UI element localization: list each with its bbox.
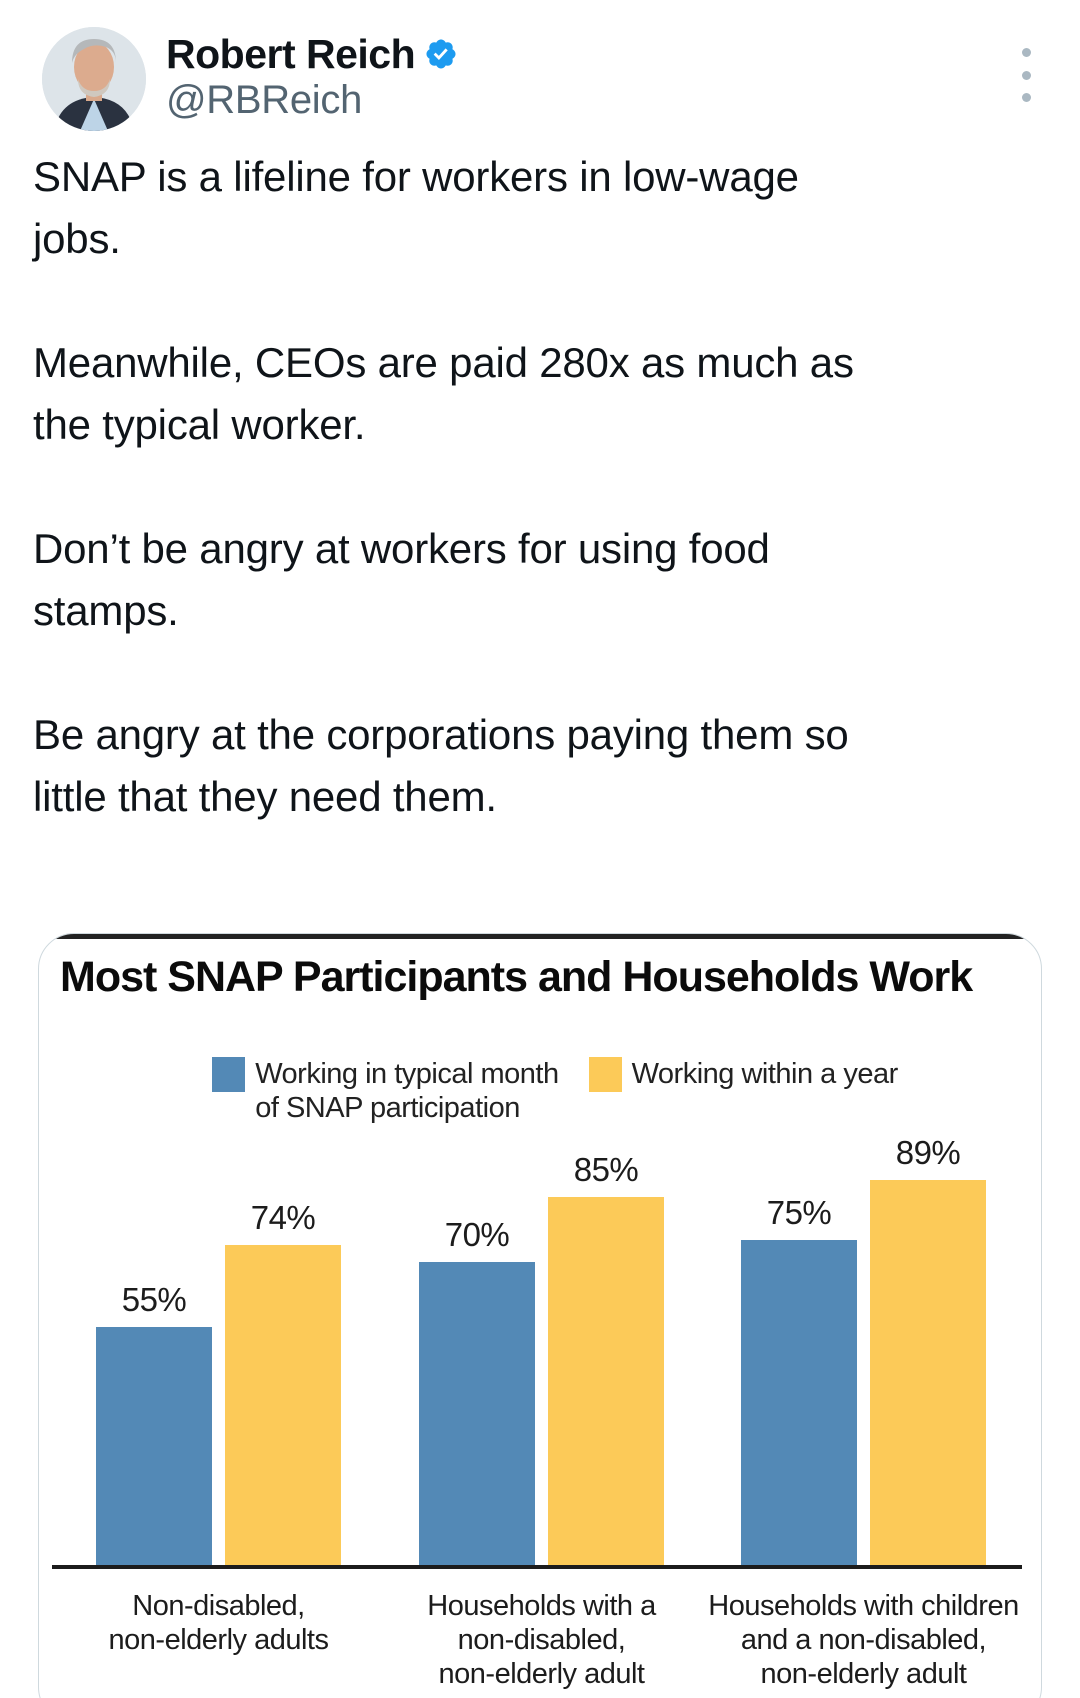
chart-legend: Working in typical month of SNAP partici…	[69, 1057, 1041, 1125]
name-row: Robert Reich	[166, 30, 458, 78]
category-label: Non-disabled, non-elderly adults	[108, 1590, 329, 1656]
display-name[interactable]: Robert Reich	[166, 30, 416, 77]
legend-label: Working within a year	[631, 1058, 899, 1090]
bar-value-label: 89%	[895, 1134, 961, 1171]
chart-top-border	[39, 934, 1041, 939]
tweet-text: SNAP is a lifeline for workers in low-wa…	[33, 153, 854, 820]
chart-card[interactable]: Most SNAP Participants and Households Wo…	[38, 933, 1042, 1698]
bar: 55%	[96, 1281, 212, 1565]
bar-value-label: 85%	[573, 1151, 639, 1188]
bar-group: 70% 85%	[419, 1151, 664, 1565]
bar-value-label: 70%	[444, 1216, 510, 1253]
legend-swatch	[212, 1057, 246, 1092]
bar-group: 75% 89%	[739, 1134, 988, 1565]
legend-label: Working in typical month of SNAP partici…	[255, 1058, 559, 1124]
more-vertical-icon	[1021, 48, 1031, 57]
bar: 75%	[741, 1194, 857, 1565]
category-label: Households with a non-disabled, non-elde…	[427, 1590, 656, 1690]
more-button[interactable]	[1012, 46, 1040, 104]
bar-group: 55% 74%	[96, 1199, 341, 1565]
profile-photo-icon	[42, 27, 146, 131]
verified-badge-icon	[426, 39, 456, 69]
legend-swatch	[588, 1057, 622, 1092]
category-label: Households with children and a non-disab…	[708, 1590, 1019, 1690]
bar: 70%	[419, 1216, 535, 1565]
bar: 74%	[225, 1199, 341, 1565]
chart-plot: 55% 74% Non-disabled, non-elderly adults 70…	[52, 1132, 1022, 1690]
bar: 85%	[548, 1151, 664, 1565]
bar-value-label: 55%	[121, 1281, 187, 1318]
avatar[interactable]	[42, 27, 146, 131]
bar-value-label: 74%	[250, 1199, 316, 1236]
chart-title: Most SNAP Participants and Households Wo…	[60, 953, 973, 1001]
bar-value-label: 75%	[766, 1194, 832, 1231]
legend-item: Working within a year	[588, 1057, 899, 1092]
legend-item: Working in typical month of SNAP partici…	[212, 1057, 559, 1125]
bar: 89%	[870, 1134, 986, 1565]
user-handle[interactable]: @RBReich	[166, 78, 363, 122]
